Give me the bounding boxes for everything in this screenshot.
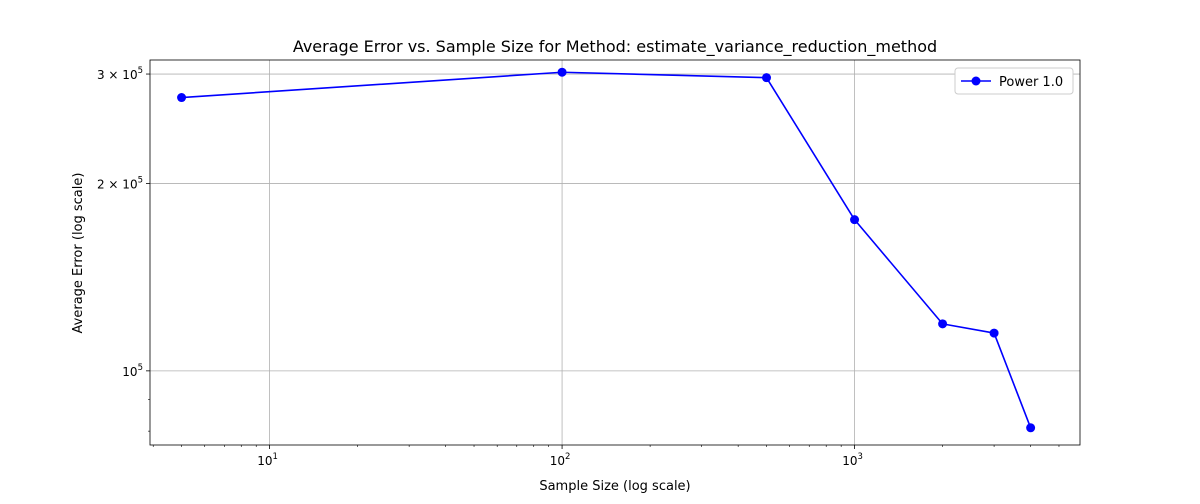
legend-entry-label: Power 1.0 [999,75,1063,90]
data-point-0-3 [850,215,860,225]
x-tick-label-0: 101 [257,452,278,468]
legend-marker-sample [971,76,981,86]
data-point-0-2 [762,73,772,83]
data-point-0-5 [989,328,999,338]
data-point-0-4 [938,319,948,329]
y-tick-label-1: 2 × 105 [97,176,143,192]
legend-frame [954,67,1074,95]
y-tick-label-2: 3 × 105 [97,66,143,82]
chart-title: Average Error vs. Sample Size for Method… [293,37,937,57]
x-tick-label-1: 102 [550,452,571,468]
x-tick-label-2: 103 [842,452,863,468]
x-axis-label: Sample Size (log scale) [539,479,690,494]
series-line-0 [181,71,1032,429]
legend: Power 1.0 [954,67,1074,95]
series-layer [177,67,1036,433]
y-axis-label: Average Error (log scale) [71,173,86,334]
plot-frame [149,59,1081,446]
data-point-0-6 [1026,423,1036,433]
data-point-0-0 [177,93,187,103]
axes-layer: 101 102 103 105 2 × 105 3 × 105 [97,59,1081,468]
data-point-0-1 [557,67,567,77]
grid-layer [150,60,1080,445]
y-tick-label-0: 105 [122,363,143,379]
